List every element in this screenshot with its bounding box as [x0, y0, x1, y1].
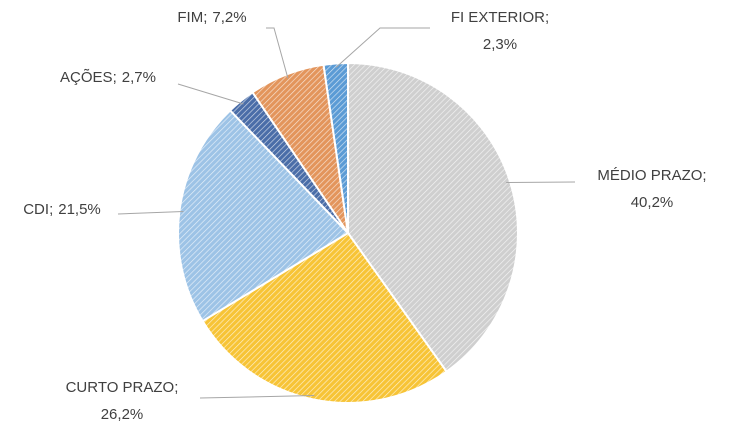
data-label: FIM; 7,2%	[177, 9, 246, 26]
data-label: AÇÕES; 2,7%	[60, 69, 156, 86]
leader-line	[117, 210, 184, 215]
data-label: MÉDIO PRAZO; 40,2%	[597, 167, 706, 211]
pie-slice	[201, 231, 448, 404]
pie-slice	[322, 61, 349, 234]
leader-line	[335, 27, 430, 68]
leader-line	[177, 83, 244, 105]
data-label: CDI; 21,5%	[23, 201, 101, 218]
data-label: CURTO PRAZO; 26,2%	[66, 379, 179, 423]
data-label: FI EXTERIOR; 2,3%	[451, 9, 549, 53]
pie-slice	[177, 109, 350, 323]
leader-line	[266, 27, 289, 79]
leader-line	[199, 395, 315, 399]
pie-slice	[347, 61, 519, 373]
